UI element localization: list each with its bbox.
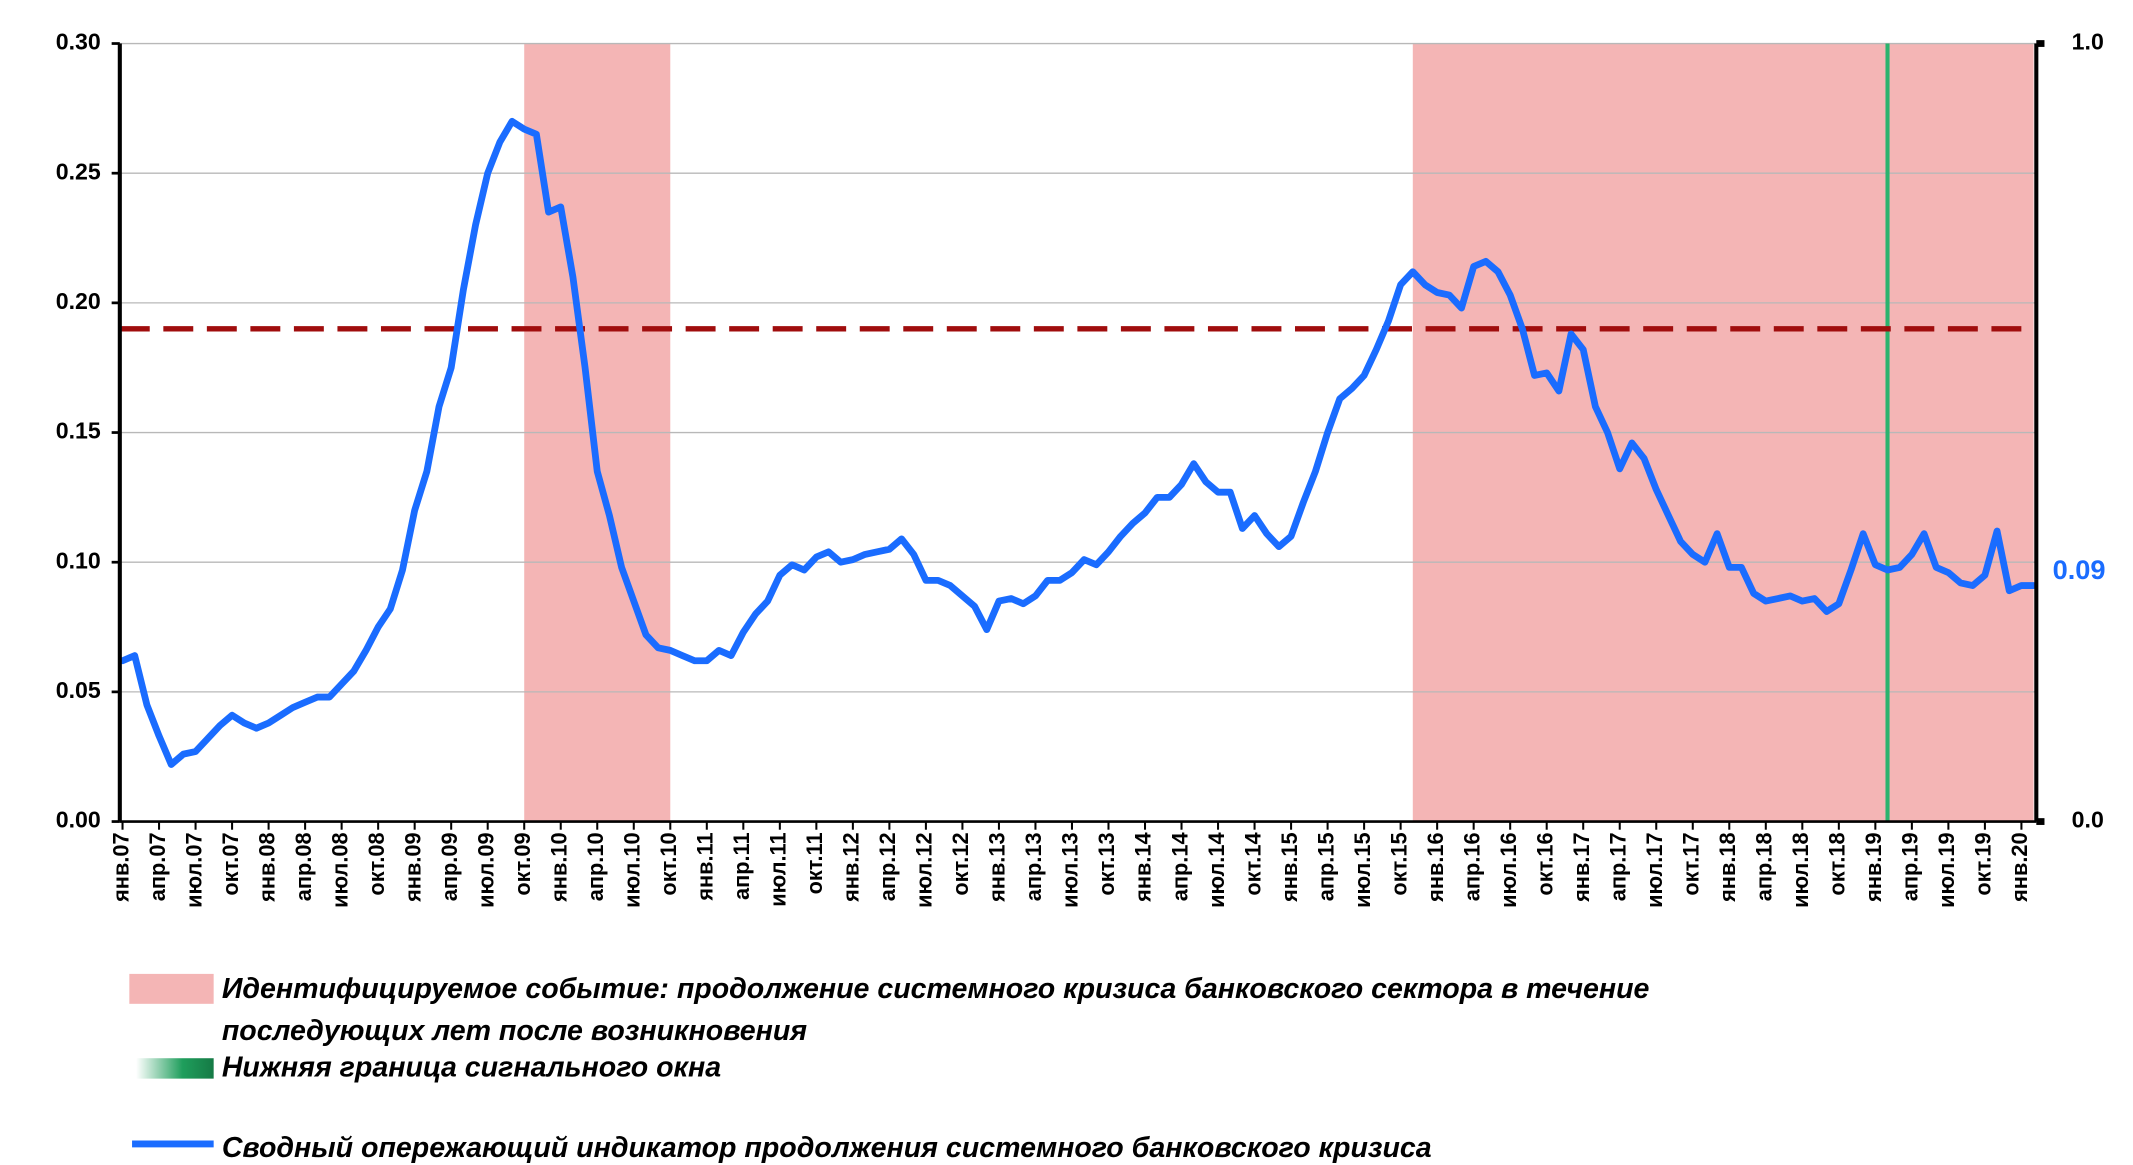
- x-tick-label: апр.11: [729, 832, 754, 900]
- y-tick-label: 0.25: [56, 158, 101, 184]
- x-tick-label: окт.18: [1825, 832, 1850, 895]
- y-tick-label: 0.20: [56, 288, 101, 314]
- series-line: [119, 117, 2037, 768]
- x-tick-label: янв.09: [400, 832, 425, 902]
- x-tick-label: апр.19: [1898, 832, 1923, 901]
- x-tick-label: июл.19: [1934, 832, 1959, 907]
- x-tick-label: янв.10: [546, 832, 571, 902]
- legend-label: Сводный опережающий индикатор продолжени…: [222, 1132, 1432, 1164]
- x-tick-label: окт.13: [1094, 832, 1119, 895]
- x-tick-label: апр.13: [1021, 832, 1046, 901]
- x-tick-label: апр.09: [437, 832, 462, 901]
- x-tick-label: апр.17: [1605, 832, 1630, 901]
- x-tick-label: окт.16: [1532, 832, 1557, 895]
- x-tick-label: окт.08: [364, 832, 389, 895]
- y-tick-label: 0.10: [56, 547, 101, 573]
- x-tick-label: окт.15: [1386, 832, 1411, 895]
- x-tick-label: янв.18: [1715, 832, 1740, 902]
- x-tick-label: июл.13: [1058, 832, 1083, 907]
- legend-label: последующих лет после возникновения: [222, 1015, 807, 1047]
- x-tick-label: апр.15: [1313, 832, 1338, 901]
- x-tick-label: янв.14: [1131, 832, 1156, 902]
- x-tick-label: окт.17: [1679, 832, 1704, 895]
- y2-tick-label: 1.0: [2072, 29, 2104, 55]
- x-tick-label: окт.14: [1240, 832, 1265, 895]
- x-tick-label: янв.16: [1423, 832, 1448, 902]
- x-tick-label: апр.12: [875, 832, 900, 901]
- x-tick-label: июл.18: [1788, 832, 1813, 907]
- x-tick-label: окт.11: [802, 832, 827, 894]
- x-tick-label: окт.10: [656, 832, 681, 895]
- x-tick-label: июл.16: [1496, 832, 1521, 907]
- x-tick-label: окт.07: [218, 832, 243, 895]
- y-tick-label: 0.15: [56, 418, 101, 444]
- x-tick-label: янв.11: [693, 832, 718, 901]
- x-tick-label: апр.07: [145, 832, 170, 901]
- x-tick-label: апр.14: [1167, 832, 1192, 901]
- x-tick-label: апр.16: [1459, 832, 1484, 901]
- x-tick-label: янв.15: [1277, 832, 1302, 902]
- y2-tick-label: 0.0: [2072, 807, 2104, 833]
- x-tick-label: июл.10: [620, 832, 645, 907]
- y-tick-label: 0.00: [56, 807, 101, 833]
- x-tick-label: апр.10: [583, 832, 608, 901]
- legend-label: Нижняя граница сигнального окна: [222, 1052, 721, 1084]
- x-tick-label: янв.12: [839, 832, 864, 902]
- x-tick-label: янв.17: [1569, 832, 1594, 902]
- x-tick-label: янв.07: [108, 832, 133, 902]
- x-tick-label: янв.13: [985, 832, 1010, 902]
- x-tick-label: апр.18: [1752, 832, 1777, 901]
- x-tick-label: янв.20: [2007, 832, 2032, 902]
- x-tick-label: июл.11: [766, 832, 791, 906]
- legend-swatch-signal: [136, 1058, 214, 1079]
- end-label: 0.09: [2053, 554, 2106, 585]
- x-tick-label: июл.08: [327, 832, 352, 907]
- x-tick-label: апр.08: [291, 832, 316, 901]
- x-tick-label: июл.15: [1350, 832, 1375, 907]
- x-tick-label: июл.17: [1642, 832, 1667, 907]
- y-tick-label: 0.30: [56, 29, 101, 55]
- x-tick-label: янв.19: [1861, 832, 1886, 902]
- x-tick-label: янв.08: [254, 832, 279, 902]
- x-tick-label: июл.14: [1204, 832, 1229, 907]
- x-tick-label: июл.09: [473, 832, 498, 907]
- legend-swatch-region: [129, 973, 214, 1004]
- x-tick-label: июл.07: [181, 832, 206, 907]
- y-tick-label: 0.05: [56, 677, 101, 703]
- x-tick-label: июл.12: [912, 832, 937, 907]
- x-tick-label: окт.12: [948, 832, 973, 895]
- legend-label: Идентифицируемое событие: продолжение си…: [222, 973, 1650, 1005]
- x-tick-label: окт.09: [510, 832, 535, 895]
- x-tick-label: окт.19: [1971, 832, 1996, 895]
